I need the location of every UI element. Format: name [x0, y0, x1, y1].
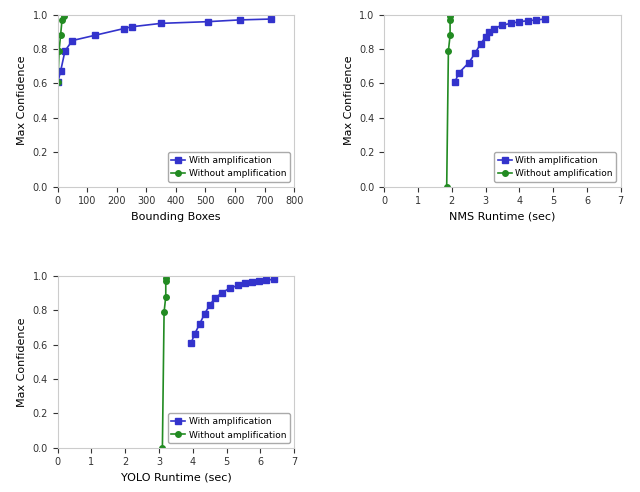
- With amplification: [465, 60, 472, 66]
- With amplification: [120, 26, 128, 31]
- Y-axis label: Max Confidence: Max Confidence: [17, 56, 27, 146]
- Without amplification: [162, 278, 170, 284]
- With amplification: [191, 332, 198, 338]
- X-axis label: NMS Runtime (sec): NMS Runtime (sec): [449, 212, 556, 222]
- X-axis label: Bounding Boxes: Bounding Boxes: [131, 212, 221, 222]
- With amplification: [451, 79, 459, 85]
- Legend: With amplification, Without amplification: With amplification, Without amplificatio…: [168, 153, 290, 182]
- With amplification: [61, 48, 69, 54]
- With amplification: [477, 41, 484, 47]
- With amplification: [482, 34, 490, 40]
- Without amplification: [58, 17, 66, 23]
- With amplification: [201, 311, 209, 317]
- X-axis label: YOLO Runtime (sec): YOLO Runtime (sec): [120, 473, 231, 483]
- With amplification: [472, 50, 479, 56]
- Without amplification: [54, 79, 61, 85]
- Line: With amplification: With amplification: [452, 16, 547, 85]
- Without amplification: [162, 275, 170, 280]
- With amplification: [57, 68, 65, 74]
- With amplification: [68, 37, 76, 43]
- With amplification: [218, 290, 225, 296]
- With amplification: [270, 277, 278, 282]
- Line: Without amplification: Without amplification: [159, 275, 168, 451]
- With amplification: [226, 285, 234, 291]
- With amplification: [541, 16, 548, 22]
- Without amplification: [445, 48, 452, 54]
- With amplification: [91, 32, 99, 38]
- With amplification: [235, 282, 243, 288]
- With amplification: [507, 20, 515, 26]
- Without amplification: [446, 13, 454, 19]
- Y-axis label: Max Confidence: Max Confidence: [344, 56, 353, 146]
- With amplification: [454, 70, 462, 76]
- Without amplification: [446, 17, 454, 23]
- Line: Without amplification: Without amplification: [55, 14, 67, 85]
- Without amplification: [160, 309, 168, 315]
- With amplification: [211, 295, 219, 301]
- Without amplification: [446, 32, 454, 38]
- With amplification: [128, 24, 136, 30]
- With amplification: [248, 279, 256, 285]
- With amplification: [267, 16, 275, 22]
- With amplification: [206, 302, 214, 308]
- With amplification: [196, 321, 204, 327]
- Without amplification: [55, 48, 63, 54]
- With amplification: [490, 26, 498, 31]
- With amplification: [532, 17, 540, 23]
- Without amplification: [57, 32, 65, 38]
- Legend: With amplification, Without amplification: With amplification, Without amplificatio…: [495, 153, 616, 182]
- With amplification: [205, 19, 212, 25]
- Without amplification: [162, 294, 170, 300]
- With amplification: [262, 277, 269, 283]
- With amplification: [236, 17, 243, 23]
- With amplification: [188, 340, 195, 346]
- Without amplification: [60, 13, 67, 19]
- With amplification: [54, 79, 61, 85]
- With amplification: [485, 29, 493, 35]
- Line: Without amplification: Without amplification: [444, 14, 453, 189]
- With amplification: [255, 278, 262, 284]
- Line: With amplification: With amplification: [55, 16, 273, 85]
- Without amplification: [443, 184, 451, 189]
- With amplification: [516, 19, 524, 25]
- Without amplification: [159, 445, 166, 451]
- Line: With amplification: With amplification: [188, 277, 276, 346]
- With amplification: [524, 18, 532, 24]
- Y-axis label: Max Confidence: Max Confidence: [17, 317, 27, 406]
- With amplification: [157, 20, 165, 26]
- Legend: With amplification, Without amplification: With amplification, Without amplificatio…: [168, 413, 290, 443]
- With amplification: [499, 22, 506, 28]
- With amplification: [241, 280, 249, 286]
